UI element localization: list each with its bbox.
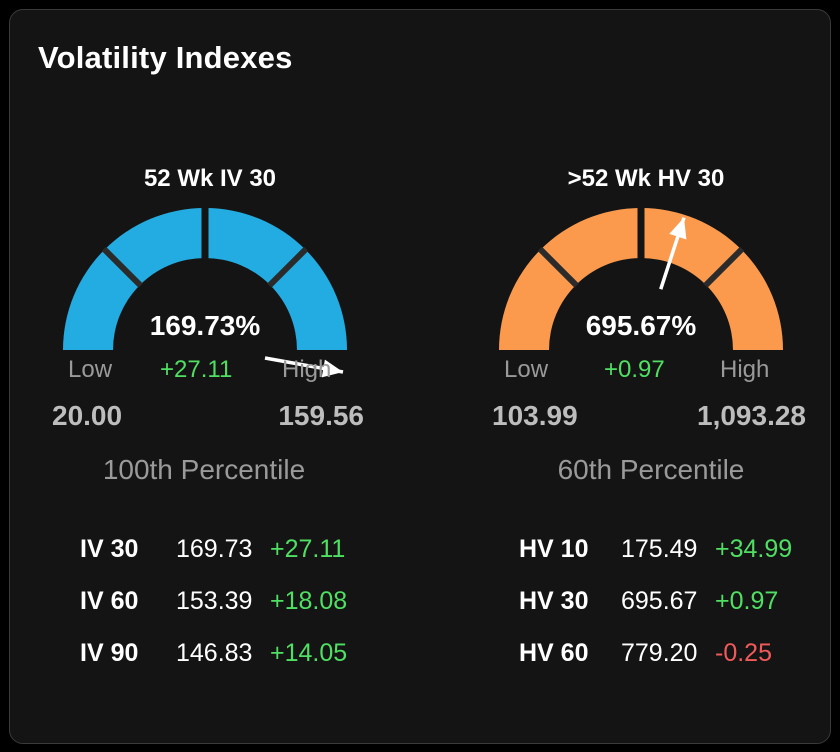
hv-gauge-title: >52 Wk HV 30: [567, 165, 725, 192]
table-row: IV 30 169.73 +27.11: [80, 535, 440, 587]
hv-high-value: 1,093.28: [697, 400, 806, 431]
hv-table: HV 10 175.49 +34.99 HV 30 695.67 +0.97 H…: [519, 535, 840, 691]
iv-high-label: High: [282, 356, 332, 383]
iv-table: IV 30 169.73 +27.11 IV 60 153.39 +18.08 …: [80, 535, 440, 691]
row-value: 146.83: [176, 639, 253, 667]
hv-low-label: Low: [504, 356, 549, 383]
row-name: IV 30: [80, 535, 139, 563]
row-change: +27.11: [270, 535, 346, 563]
table-row: HV 60 779.20 -0.25: [519, 639, 840, 691]
hv-gauge-divider: [703, 246, 745, 288]
row-change: +34.99: [715, 535, 793, 563]
row-name: IV 90: [80, 639, 139, 667]
table-row: HV 10 175.49 +34.99: [519, 535, 840, 587]
hv-change-label: +0.97: [604, 356, 665, 383]
row-value: 695.67: [621, 587, 698, 615]
table-row: HV 30 695.67 +0.97: [519, 587, 840, 639]
card-title: Volatility Indexes: [38, 40, 293, 75]
hv-percentile: 60th Percentile: [557, 454, 745, 485]
table-row: IV 90 146.83 +14.05: [80, 639, 440, 691]
iv-gauge-fill: [63, 208, 347, 350]
iv-change-label: +27.11: [160, 356, 233, 383]
iv-gauge-needle: [264, 356, 344, 378]
iv-gauge-divider: [267, 246, 309, 288]
iv-gauge-title: 52 Wk IV 30: [143, 165, 277, 192]
iv-gauge-value: 169.73%: [149, 310, 261, 341]
hv-gauge-fill: [499, 208, 783, 350]
iv-low-value: 20.00: [52, 400, 123, 431]
volatility-card: Volatility Indexes 52 Wk IV 30 169.73% L…: [9, 9, 831, 744]
iv-percentile: 100th Percentile: [102, 454, 306, 485]
iv-high-value: 159.56: [278, 400, 364, 431]
row-value: 153.39: [176, 587, 253, 615]
row-change: +18.08: [270, 587, 348, 615]
row-value: 779.20: [621, 639, 698, 667]
row-value: 175.49: [621, 535, 698, 563]
row-name: IV 60: [80, 587, 139, 615]
hv-gauge: [499, 207, 783, 350]
iv-gauge-panel: 52 Wk IV 30 169.73% Low +27.11 High 20.0…: [10, 160, 410, 500]
hv-gauge-value: 695.67%: [585, 310, 697, 341]
iv-gauge: [63, 207, 347, 378]
row-change: +0.97: [715, 587, 779, 615]
iv-low-label: Low: [68, 356, 113, 383]
row-name: HV 30: [519, 587, 589, 615]
row-name: HV 10: [519, 535, 589, 563]
row-change: +14.05: [270, 639, 348, 667]
hv-gauge-divider: [537, 246, 579, 288]
row-change: -0.25: [715, 639, 772, 667]
hv-low-value: 103.99: [492, 400, 578, 431]
row-value: 169.73: [176, 535, 253, 563]
iv-gauge-divider: [101, 246, 143, 288]
row-name: HV 60: [519, 639, 589, 667]
hv-high-label: High: [720, 356, 770, 383]
table-row: IV 60 153.39 +18.08: [80, 587, 440, 639]
hv-gauge-needle: [659, 217, 687, 290]
hv-gauge-panel: >52 Wk HV 30 695.67% Low +0.97 High 103.…: [446, 160, 840, 500]
